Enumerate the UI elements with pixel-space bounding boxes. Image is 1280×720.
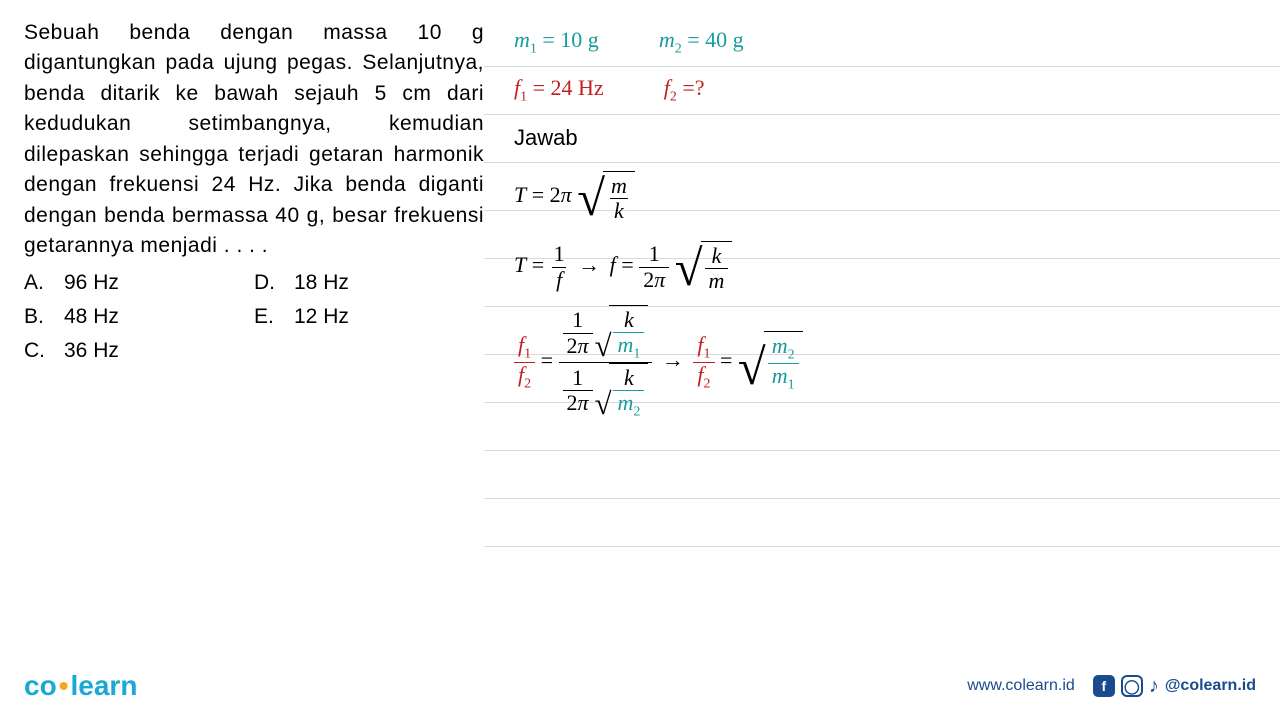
social-links: f ◯ ♪ @colearn.id xyxy=(1093,675,1256,698)
option-b: B.48 Hz xyxy=(24,302,254,332)
m1-expr: m1 = 10 g xyxy=(514,27,599,57)
eq-period: T = 2π √mk xyxy=(514,162,1256,232)
facebook-icon: f xyxy=(1093,675,1115,697)
question-text: Sebuah benda dengan massa 10 g digantung… xyxy=(24,18,484,262)
logo: co•learn xyxy=(24,670,137,702)
solution-panel: m1 = 10 g m2 = 40 g f1 = 24 Hz f2 =? Jaw… xyxy=(514,18,1256,422)
answer-label-row: Jawab xyxy=(514,114,1256,162)
option-e: E.12 Hz xyxy=(254,302,484,332)
footer-url: www.colearn.id xyxy=(967,677,1075,695)
f1-expr: f1 = 24 Hz xyxy=(514,75,604,105)
social-handle: @colearn.id xyxy=(1165,677,1256,695)
question-panel: Sebuah benda dengan massa 10 g digantung… xyxy=(24,18,484,422)
instagram-icon: ◯ xyxy=(1121,675,1143,697)
eq-ratio: f1 f2 = 12π √km1 12π √km2 → f1 xyxy=(514,302,1256,422)
option-a: A.96 Hz xyxy=(24,268,254,298)
f2-expr: f2 =? xyxy=(664,75,705,105)
m2-expr: m2 = 40 g xyxy=(659,27,744,57)
eq-frequency: T = 1f → f = 12π √km xyxy=(514,232,1256,302)
option-d: D.18 Hz xyxy=(254,268,484,298)
given-row-2: f1 = 24 Hz f2 =? xyxy=(514,66,1256,114)
tiktok-icon: ♪ xyxy=(1149,675,1159,698)
option-c: C.36 Hz xyxy=(24,336,254,366)
footer: co•learn www.colearn.id f ◯ ♪ @colearn.i… xyxy=(24,670,1256,702)
given-row-1: m1 = 10 g m2 = 40 g xyxy=(514,18,1256,66)
options-grid: A.96 Hz D.18 Hz B.48 Hz E.12 Hz C.36 Hz xyxy=(24,268,484,367)
answer-label: Jawab xyxy=(514,125,578,151)
